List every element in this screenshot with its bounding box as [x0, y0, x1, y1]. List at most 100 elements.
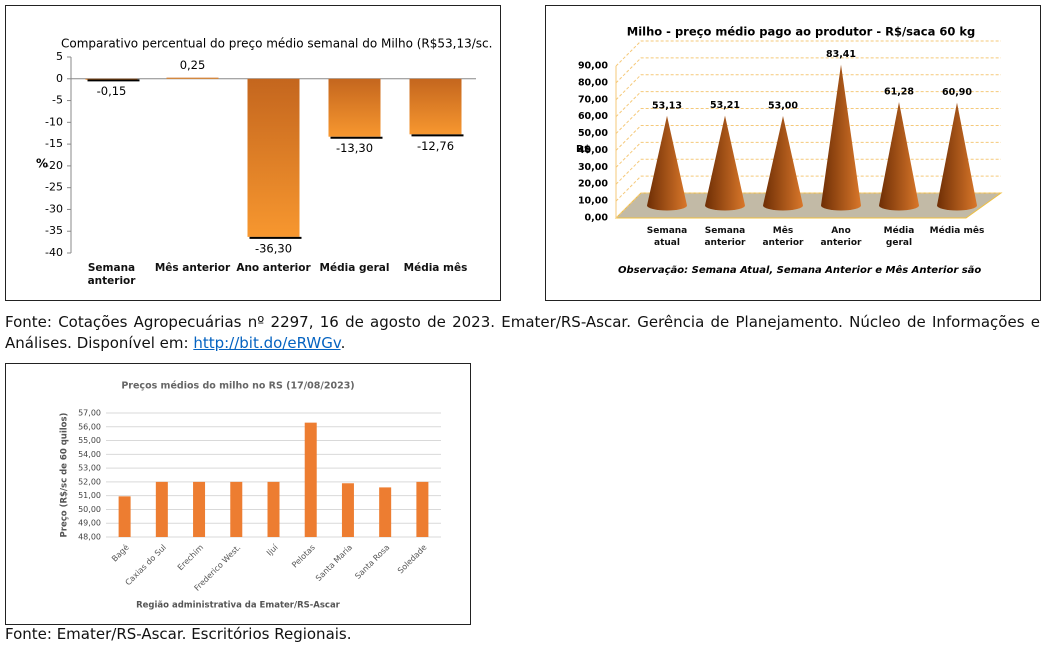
y-tick-label: 53,00 — [78, 464, 101, 473]
x-tick-label-box: Ano anterior — [236, 262, 311, 274]
y-tick-label: 49,00 — [78, 519, 101, 528]
x-tick-label: Santa Rosa — [353, 543, 391, 581]
value-label: -0,15 — [97, 84, 127, 98]
grid-line — [615, 192, 1001, 219]
y-tick-label: 50,00 — [78, 505, 101, 514]
x-tick-label: Média mês — [403, 262, 468, 274]
y-tick-label: 80,00 — [578, 77, 608, 88]
x-tick-label: Mês anterior — [762, 226, 804, 248]
x-tick-label: Média geral — [883, 226, 915, 248]
x-tick-label: Ijuí — [265, 542, 280, 557]
y-tick-label: 20,00 — [578, 179, 608, 190]
y-tick-label: 70,00 — [578, 94, 608, 105]
y-tick-label: 10,00 — [578, 196, 608, 207]
x-tick-label: Soledade — [396, 543, 429, 576]
note: Observação: Semana Atual, Semana Anterio… — [618, 264, 981, 276]
x-tick-label: Semana anterior — [704, 226, 746, 248]
chart-title: Preços médios do milho no RS (17/08/2023… — [121, 381, 354, 392]
bar — [155, 481, 168, 537]
y-tick-label: 40,00 — [578, 145, 608, 156]
source-link[interactable]: http://bit.do/eRWGv — [193, 334, 341, 352]
y-tick-label: 56,00 — [78, 422, 101, 431]
chart-regions: Preços médios do milho no RS (17/08/2023… — [5, 363, 471, 625]
x-tick-label-box: Mês anterior — [762, 226, 804, 248]
value-label: -13,30 — [336, 141, 373, 155]
cone — [879, 102, 919, 211]
bar — [193, 481, 206, 537]
bar — [166, 77, 219, 79]
x-tick-label: Pelotas — [290, 543, 317, 570]
x-tick-label-box: Média mês — [929, 226, 985, 236]
y-tick-label: 0,00 — [585, 213, 609, 224]
y-tick-label: 0 — [56, 72, 63, 85]
source-note-2: Fonte: Emater/RS-Ascar. Escritórios Regi… — [5, 625, 352, 643]
x-tick-label: Ano anterior — [820, 226, 862, 248]
x-axis-label: Região administrativa da Emater/RS-Ascar — [136, 601, 341, 611]
grid-line — [615, 40, 1001, 67]
source-note: Fonte: Cotações Agropecuárias nº 2297, 1… — [5, 312, 1040, 354]
x-tick-label-box: Mês anterior — [155, 262, 230, 274]
chart-percent: Comparativo percentual do preço médio se… — [5, 5, 501, 301]
y-tick-label: -30 — [45, 202, 63, 215]
bar — [304, 422, 317, 537]
chart-cones: Milho - preço médio pago ao produtor - R… — [545, 5, 1041, 301]
x-tick-label: Erechim — [176, 543, 206, 573]
value-label: 83,41 — [826, 49, 856, 60]
y-tick-label: 54,00 — [78, 450, 101, 459]
y-tick-label: -40 — [45, 246, 63, 259]
y-tick-label: -20 — [45, 159, 63, 172]
y-axis-label: Preço (R$/sc de 60 quilos) — [60, 412, 70, 537]
cone — [705, 115, 745, 211]
bar — [118, 496, 131, 537]
y-tick-label: 50,00 — [578, 128, 608, 139]
y-tick-label: -25 — [45, 181, 63, 194]
grid-line — [615, 74, 1001, 101]
value-label: 53,00 — [768, 100, 798, 111]
y-tick-label: 57,00 — [78, 409, 101, 418]
y-axis-label: % — [36, 157, 48, 171]
bar — [416, 481, 429, 537]
y-tick-label: -10 — [45, 115, 63, 128]
x-tick-label-box: Média geral — [883, 226, 915, 248]
bar — [379, 487, 392, 537]
y-tick-label: -15 — [45, 137, 63, 150]
value-label: -12,76 — [417, 139, 454, 153]
x-tick-label: Bagé — [109, 542, 131, 564]
grid-line — [615, 175, 1001, 202]
cone — [647, 115, 687, 211]
y-tick-label: 90,00 — [578, 61, 608, 72]
cone — [763, 115, 803, 211]
y-tick-label: 55,00 — [78, 436, 101, 445]
bar — [267, 481, 280, 537]
x-tick-label-box: Média mês — [403, 262, 468, 274]
grid-line — [615, 108, 1001, 134]
grid-line — [615, 57, 1001, 84]
y-tick-label: 5 — [56, 50, 63, 63]
x-tick-label: Média mês — [929, 226, 985, 236]
bar — [85, 78, 138, 80]
value-label: -36,30 — [255, 241, 292, 255]
value-label: 61,28 — [884, 87, 914, 98]
x-tick-label-box: Ano anterior — [820, 226, 862, 248]
bar — [409, 78, 462, 135]
x-tick-label-box: Semana anterior — [87, 262, 136, 287]
x-tick-label: Semana anterior — [87, 262, 136, 287]
cone — [937, 102, 977, 211]
cone — [821, 64, 861, 211]
bar — [328, 78, 381, 137]
grid-line — [615, 124, 1001, 151]
y-tick-label: 52,00 — [78, 477, 101, 486]
value-label: 53,13 — [652, 100, 682, 111]
grid-line — [615, 158, 1001, 185]
x-tick-label: Santa Maria — [314, 543, 354, 583]
source-text: Fonte: Cotações Agropecuárias nº 2297, 1… — [5, 313, 1040, 352]
grid-line — [615, 91, 1001, 118]
y-tick-label: 51,00 — [78, 491, 101, 500]
x-tick-label-box: Média geral — [320, 262, 390, 274]
y-tick-label: 60,00 — [578, 111, 608, 122]
x-tick-label: Ano anterior — [236, 262, 311, 274]
y-axis-label: R$ — [576, 144, 591, 155]
value-label: 53,21 — [710, 100, 740, 111]
value-label: 0,25 — [180, 58, 206, 72]
